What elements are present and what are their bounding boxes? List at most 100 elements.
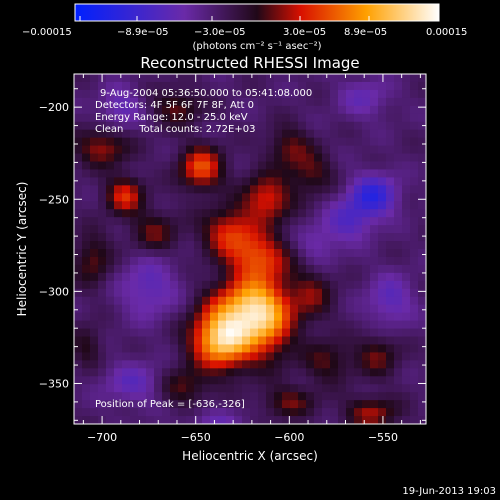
heatmap-cell bbox=[386, 312, 395, 322]
heatmap-cell bbox=[394, 304, 403, 314]
heatmap-cell bbox=[354, 320, 363, 330]
heatmap-cell bbox=[306, 360, 315, 369]
heatmap-cell bbox=[266, 272, 275, 282]
heatmap-cell bbox=[114, 416, 123, 424]
x-axis-label: Heliocentric X (arcsec) bbox=[182, 449, 318, 463]
heatmap-cell bbox=[306, 336, 315, 346]
heatmap-cell bbox=[290, 217, 299, 226]
heatmap-cell bbox=[362, 217, 371, 226]
heatmap-cell bbox=[290, 288, 299, 298]
heatmap-cell bbox=[90, 97, 99, 107]
heatmap-cell bbox=[338, 344, 347, 353]
heatmap-cell bbox=[274, 153, 283, 163]
heatmap-cell bbox=[386, 344, 395, 353]
heatmap-cell bbox=[210, 264, 219, 274]
heatmap-cell bbox=[402, 288, 411, 298]
heatmap-cell bbox=[250, 320, 259, 330]
heatmap-cell bbox=[202, 225, 211, 234]
heatmap-cell bbox=[186, 360, 195, 369]
heatmap-cell bbox=[338, 312, 347, 322]
heatmap-cell bbox=[386, 74, 395, 83]
heatmap-cell bbox=[242, 312, 251, 322]
heatmap-cell bbox=[210, 376, 219, 385]
heatmap-cell bbox=[202, 145, 211, 155]
heatmap-cell bbox=[210, 368, 219, 377]
heatmap-cell bbox=[354, 129, 363, 139]
heatmap-cell bbox=[394, 169, 403, 178]
heatmap-cell bbox=[322, 74, 331, 83]
heatmap-cell bbox=[354, 233, 363, 242]
heatmap-cell bbox=[170, 233, 179, 242]
heatmap-cell bbox=[394, 233, 403, 242]
heatmap-cell bbox=[130, 129, 139, 139]
heatmap-cell bbox=[402, 105, 411, 115]
heatmap-cell bbox=[362, 153, 371, 163]
heatmap-cell bbox=[250, 408, 259, 417]
heatmap-cell bbox=[146, 376, 155, 385]
heatmap-cell bbox=[242, 177, 251, 186]
heatmap-cell bbox=[138, 169, 147, 178]
annotation-clean-counts: Clean Total counts: 2.72E+03 bbox=[95, 124, 255, 135]
heatmap-cell bbox=[162, 304, 171, 314]
heatmap-cell bbox=[378, 145, 387, 155]
heatmap-cell bbox=[346, 400, 355, 409]
heatmap-cell bbox=[298, 121, 307, 131]
heatmap-cell bbox=[178, 328, 187, 338]
heatmap-cell bbox=[178, 201, 187, 210]
heatmap-cell bbox=[162, 288, 171, 298]
heatmap-cell bbox=[282, 113, 291, 123]
heatmap-cell bbox=[258, 193, 267, 202]
heatmap-cell bbox=[322, 193, 331, 202]
heatmap-cell bbox=[82, 256, 91, 266]
heatmap-cell bbox=[314, 233, 323, 242]
heatmap-cell bbox=[154, 368, 163, 377]
heatmap-cell bbox=[354, 113, 363, 123]
heatmap-cell bbox=[74, 129, 83, 139]
heatmap-cell bbox=[330, 105, 339, 115]
heatmap-cell bbox=[386, 320, 395, 330]
heatmap-cell bbox=[362, 169, 371, 178]
heatmap-cell bbox=[210, 209, 219, 218]
heatmap-cell bbox=[322, 296, 331, 306]
heatmap-cell bbox=[290, 249, 299, 258]
heatmap-cell bbox=[322, 105, 331, 115]
heatmap-cell bbox=[322, 304, 331, 314]
heatmap-cell bbox=[338, 400, 347, 409]
heatmap-cell bbox=[370, 129, 379, 139]
heatmap-cell bbox=[242, 89, 251, 99]
heatmap-cell bbox=[162, 121, 171, 131]
heatmap-cell bbox=[298, 153, 307, 163]
heatmap-cell bbox=[114, 241, 123, 250]
heatmap-cell bbox=[306, 280, 315, 290]
heatmap-cell bbox=[202, 161, 211, 171]
heatmap-cell bbox=[162, 249, 171, 258]
heatmap-cell bbox=[210, 233, 219, 242]
heatmap-cell bbox=[330, 256, 339, 266]
heatmap-cell bbox=[210, 177, 219, 186]
heatmap-cell bbox=[282, 384, 291, 393]
heatmap-cell bbox=[242, 97, 251, 107]
heatmap-cell bbox=[298, 105, 307, 115]
heatmap-cell bbox=[162, 137, 171, 147]
heatmap-cell bbox=[410, 153, 419, 163]
heatmap-cell bbox=[106, 89, 115, 99]
heatmap-cell bbox=[170, 392, 179, 401]
heatmap-cell bbox=[250, 113, 259, 123]
heatmap-cell bbox=[114, 360, 123, 369]
heatmap-cell bbox=[346, 233, 355, 242]
heatmap-cell bbox=[138, 217, 147, 226]
heatmap-cell bbox=[410, 121, 419, 131]
heatmap-cell bbox=[154, 193, 163, 202]
heatmap-cell bbox=[98, 113, 107, 123]
heatmap-cell bbox=[354, 288, 363, 298]
heatmap-cell bbox=[234, 74, 243, 83]
heatmap-cell bbox=[370, 161, 379, 171]
heatmap-cell bbox=[282, 416, 291, 424]
heatmap-cell bbox=[338, 392, 347, 401]
heatmap-cell bbox=[370, 400, 379, 409]
heatmap-cell bbox=[170, 201, 179, 210]
heatmap-cell bbox=[218, 185, 227, 194]
heatmap-cell bbox=[250, 344, 259, 353]
heatmap-cell bbox=[194, 137, 203, 147]
heatmap-cell bbox=[114, 177, 123, 186]
